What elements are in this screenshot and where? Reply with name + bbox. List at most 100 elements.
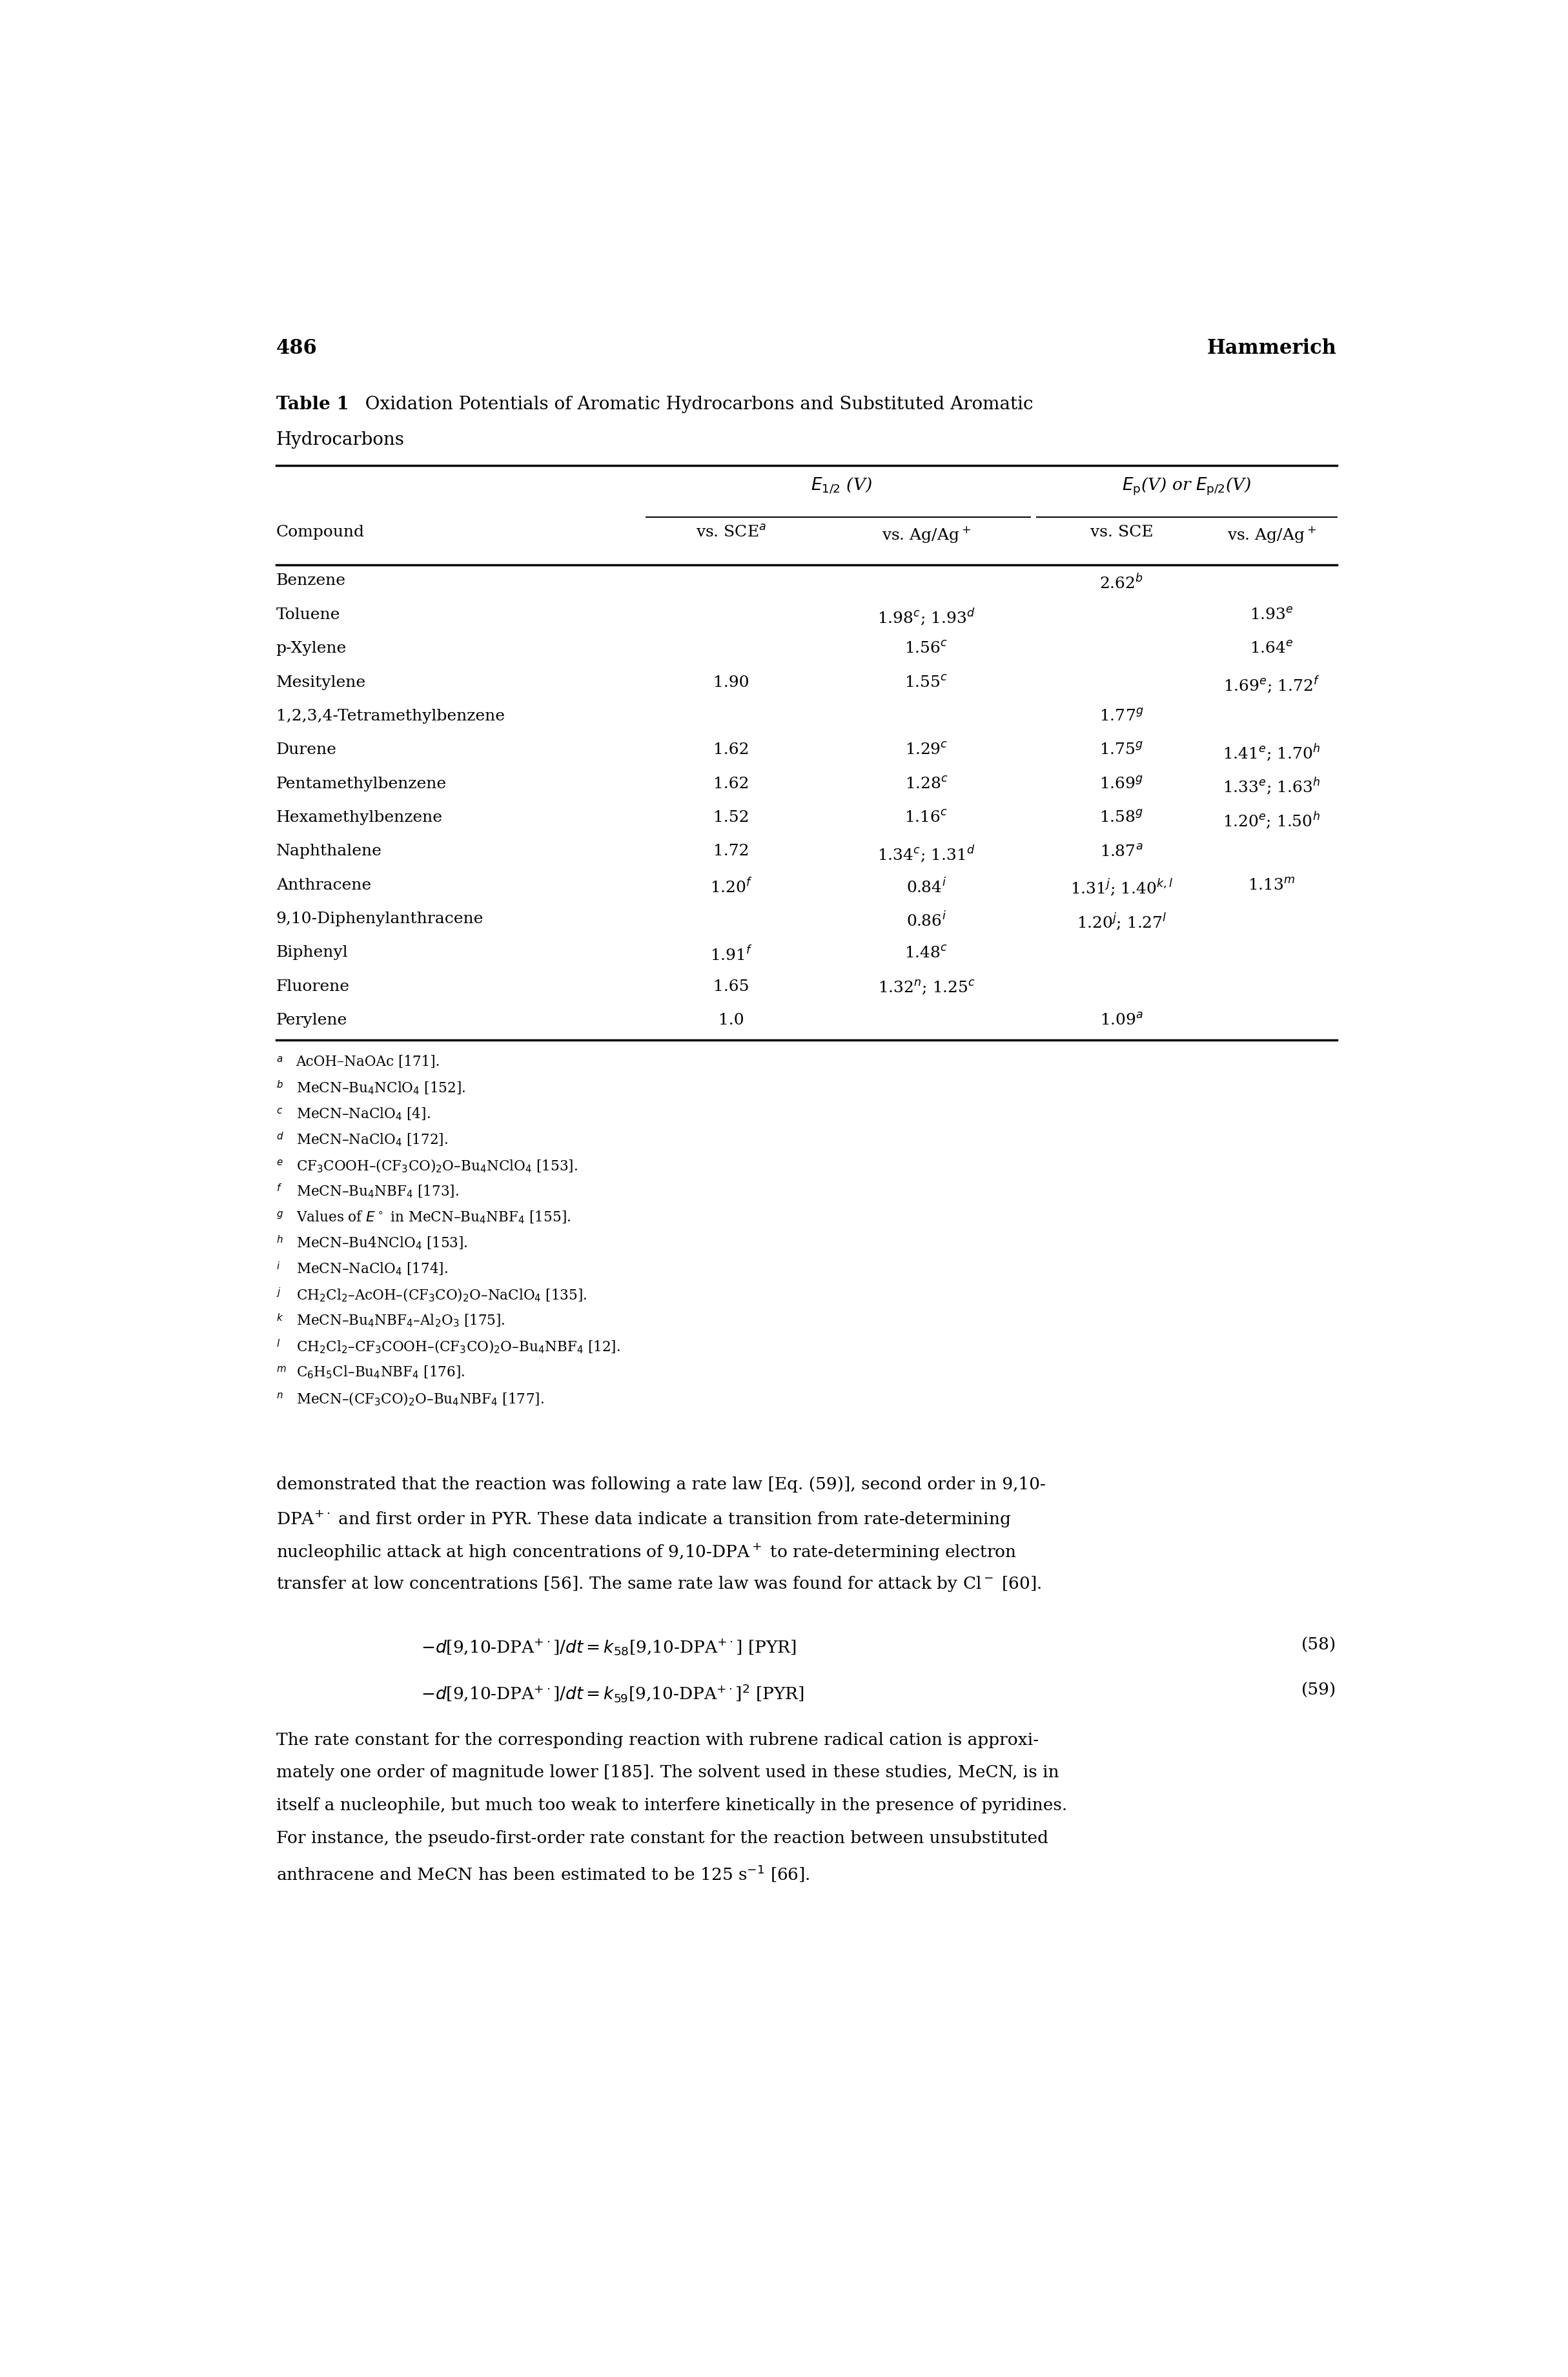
Text: MeCN–NaClO$_4$ [174].: MeCN–NaClO$_4$ [174]. bbox=[296, 1262, 448, 1276]
Text: $^{e}$: $^{e}$ bbox=[276, 1158, 282, 1172]
Text: 1.16$^c$: 1.16$^c$ bbox=[905, 811, 949, 825]
Text: 1,2,3,4-Tetramethylbenzene: 1,2,3,4-Tetramethylbenzene bbox=[276, 708, 505, 723]
Text: Pentamethylbenzene: Pentamethylbenzene bbox=[276, 777, 447, 792]
Text: MeCN–Bu$_4$NBF$_4$–Al$_2$O$_3$ [175].: MeCN–Bu$_4$NBF$_4$–Al$_2$O$_3$ [175]. bbox=[296, 1312, 505, 1329]
Text: 1.09$^a$: 1.09$^a$ bbox=[1099, 1013, 1143, 1029]
Text: vs. Ag/Ag$^+$: vs. Ag/Ag$^+$ bbox=[1228, 525, 1316, 544]
Text: CH$_2$Cl$_2$–CF$_3$COOH–(CF$_3$CO)$_2$O–Bu$_4$NBF$_4$ [12].: CH$_2$Cl$_2$–CF$_3$COOH–(CF$_3$CO)$_2$O–… bbox=[296, 1338, 619, 1355]
Text: MeCN–Bu$_4$NClO$_4$ [152].: MeCN–Bu$_4$NClO$_4$ [152]. bbox=[296, 1082, 466, 1096]
Text: 1.77$^g$: 1.77$^g$ bbox=[1099, 708, 1143, 725]
Text: MeCN–Bu4NClO$_4$ [153].: MeCN–Bu4NClO$_4$ [153]. bbox=[296, 1236, 467, 1250]
Text: 1.62: 1.62 bbox=[713, 742, 750, 758]
Text: CF$_3$COOH–(CF$_3$CO)$_2$O–Bu$_4$NClO$_4$ [153].: CF$_3$COOH–(CF$_3$CO)$_2$O–Bu$_4$NClO$_4… bbox=[296, 1158, 577, 1174]
Text: Table 1: Table 1 bbox=[276, 395, 348, 414]
Text: nucleophilic attack at high concentrations of 9,10-DPA$^+$ to rate-determining e: nucleophilic attack at high concentratio… bbox=[276, 1543, 1016, 1562]
Text: Perylene: Perylene bbox=[276, 1013, 347, 1027]
Text: vs. SCE$^a$: vs. SCE$^a$ bbox=[696, 525, 767, 540]
Text: 0.84$^i$: 0.84$^i$ bbox=[906, 877, 947, 896]
Text: $^{g}$: $^{g}$ bbox=[276, 1210, 284, 1224]
Text: DPA$^{+\cdot}$ and first order in PYR. These data indicate a transition from rat: DPA$^{+\cdot}$ and first order in PYR. T… bbox=[276, 1509, 1011, 1528]
Text: 1.93$^e$: 1.93$^e$ bbox=[1250, 609, 1294, 623]
Text: 1.69$^e$; 1.72$^f$: 1.69$^e$; 1.72$^f$ bbox=[1223, 675, 1320, 696]
Text: For instance, the pseudo-first-order rate constant for the reaction between unsu: For instance, the pseudo-first-order rat… bbox=[276, 1830, 1047, 1847]
Text: 1.41$^e$; 1.70$^h$: 1.41$^e$; 1.70$^h$ bbox=[1223, 742, 1320, 763]
Text: $^{l}$: $^{l}$ bbox=[276, 1338, 281, 1353]
Text: anthracene and MeCN has been estimated to be 125 s$^{-1}$ [66].: anthracene and MeCN has been estimated t… bbox=[276, 1864, 809, 1883]
Text: $^{c}$: $^{c}$ bbox=[276, 1105, 282, 1120]
Text: $E_{1/2}$ (V): $E_{1/2}$ (V) bbox=[811, 475, 872, 494]
Text: 1.62: 1.62 bbox=[713, 777, 750, 792]
Text: Compound: Compound bbox=[276, 525, 364, 540]
Text: MeCN–NaClO$_4$ [172].: MeCN–NaClO$_4$ [172]. bbox=[296, 1131, 448, 1148]
Text: The rate constant for the corresponding reaction with rubrene radical cation is : The rate constant for the corresponding … bbox=[276, 1733, 1038, 1747]
Text: MeCN–Bu$_4$NBF$_4$ [173].: MeCN–Bu$_4$NBF$_4$ [173]. bbox=[296, 1184, 459, 1200]
Text: $^{n}$: $^{n}$ bbox=[276, 1391, 282, 1405]
Text: $^{a}$: $^{a}$ bbox=[276, 1055, 282, 1070]
Text: Durene: Durene bbox=[276, 742, 337, 758]
Text: 1.91$^f$: 1.91$^f$ bbox=[710, 946, 753, 963]
Text: 1.58$^g$: 1.58$^g$ bbox=[1099, 811, 1143, 825]
Text: $E_{\rm p}$(V) or $E_{\rm p/2}$(V): $E_{\rm p}$(V) or $E_{\rm p/2}$(V) bbox=[1121, 475, 1251, 497]
Text: 2.62$^b$: 2.62$^b$ bbox=[1099, 573, 1143, 592]
Text: 1.48$^c$: 1.48$^c$ bbox=[905, 946, 949, 960]
Text: 486: 486 bbox=[276, 338, 317, 359]
Text: 1.72: 1.72 bbox=[713, 844, 750, 858]
Text: Biphenyl: Biphenyl bbox=[276, 946, 348, 960]
Text: $^{m}$: $^{m}$ bbox=[276, 1364, 287, 1379]
Text: 1.32$^n$; 1.25$^c$: 1.32$^n$; 1.25$^c$ bbox=[878, 979, 975, 996]
Text: $^{d}$: $^{d}$ bbox=[276, 1131, 284, 1146]
Text: 1.87$^a$: 1.87$^a$ bbox=[1101, 844, 1143, 860]
Text: Values of $E^\circ$ in MeCN–Bu$_4$NBF$_4$ [155].: Values of $E^\circ$ in MeCN–Bu$_4$NBF$_4… bbox=[296, 1210, 571, 1227]
Text: 1.13$^m$: 1.13$^m$ bbox=[1248, 877, 1295, 894]
Text: vs. Ag/Ag$^+$: vs. Ag/Ag$^+$ bbox=[881, 525, 971, 544]
Text: $^{j}$: $^{j}$ bbox=[276, 1288, 281, 1303]
Text: $^{k}$: $^{k}$ bbox=[276, 1312, 284, 1326]
Text: Hammerich: Hammerich bbox=[1207, 338, 1336, 359]
Text: 1.20$^e$; 1.50$^h$: 1.20$^e$; 1.50$^h$ bbox=[1223, 811, 1320, 830]
Text: 1.28$^c$: 1.28$^c$ bbox=[905, 777, 949, 792]
Text: Toluene: Toluene bbox=[276, 609, 340, 623]
Text: 1.33$^e$; 1.63$^h$: 1.33$^e$; 1.63$^h$ bbox=[1223, 777, 1320, 796]
Text: 1.0: 1.0 bbox=[718, 1013, 745, 1027]
Text: Naphthalene: Naphthalene bbox=[276, 844, 383, 858]
Text: 1.98$^c$; 1.93$^d$: 1.98$^c$; 1.93$^d$ bbox=[878, 609, 975, 628]
Text: Benzene: Benzene bbox=[276, 573, 347, 589]
Text: 1.55$^c$: 1.55$^c$ bbox=[905, 675, 949, 689]
Text: $^{h}$: $^{h}$ bbox=[276, 1236, 282, 1250]
Text: (58): (58) bbox=[1301, 1638, 1336, 1654]
Text: Hexamethylbenzene: Hexamethylbenzene bbox=[276, 811, 442, 825]
Text: $-d$[9,10-DPA$^{+\cdot}$]$/dt = k_{58}$[9,10-DPA$^{+\cdot}$] [PYR]: $-d$[9,10-DPA$^{+\cdot}$]$/dt = k_{58}$[… bbox=[422, 1638, 797, 1657]
Text: Hydrocarbons: Hydrocarbons bbox=[276, 430, 405, 449]
Text: 1.20$^j$; 1.27$^l$: 1.20$^j$; 1.27$^l$ bbox=[1077, 910, 1167, 932]
Text: C$_6$H$_5$Cl–Bu$_4$NBF$_4$ [176].: C$_6$H$_5$Cl–Bu$_4$NBF$_4$ [176]. bbox=[296, 1364, 464, 1381]
Text: Anthracene: Anthracene bbox=[276, 877, 372, 894]
Text: 1.75$^g$: 1.75$^g$ bbox=[1099, 742, 1143, 758]
Text: 1.20$^f$: 1.20$^f$ bbox=[710, 877, 753, 896]
Text: 1.52: 1.52 bbox=[713, 811, 750, 825]
Text: transfer at low concentrations [56]. The same rate law was found for attack by C: transfer at low concentrations [56]. The… bbox=[276, 1574, 1041, 1593]
Text: 1.29$^c$: 1.29$^c$ bbox=[905, 742, 947, 758]
Text: Mesitylene: Mesitylene bbox=[276, 675, 365, 689]
Text: 1.31$^j$; 1.40$^{k,l}$: 1.31$^j$; 1.40$^{k,l}$ bbox=[1069, 877, 1173, 899]
Text: (59): (59) bbox=[1301, 1683, 1336, 1697]
Text: MeCN–(CF$_3$CO)$_2$O–Bu$_4$NBF$_4$ [177].: MeCN–(CF$_3$CO)$_2$O–Bu$_4$NBF$_4$ [177]… bbox=[296, 1391, 544, 1407]
Text: AcOH–NaOAc [171].: AcOH–NaOAc [171]. bbox=[296, 1055, 441, 1070]
Text: CH$_2$Cl$_2$–AcOH–(CF$_3$CO)$_2$O–NaClO$_4$ [135].: CH$_2$Cl$_2$–AcOH–(CF$_3$CO)$_2$O–NaClO$… bbox=[296, 1288, 586, 1303]
Text: mately one order of magnitude lower [185]. The solvent used in these studies, Me: mately one order of magnitude lower [185… bbox=[276, 1764, 1058, 1780]
Text: $^{b}$: $^{b}$ bbox=[276, 1082, 284, 1096]
Text: $^{i}$: $^{i}$ bbox=[276, 1262, 281, 1276]
Text: 1.56$^c$: 1.56$^c$ bbox=[905, 642, 949, 656]
Text: 1.34$^c$; 1.31$^d$: 1.34$^c$; 1.31$^d$ bbox=[878, 844, 975, 865]
Text: 1.90: 1.90 bbox=[713, 675, 750, 689]
Text: 0.86$^i$: 0.86$^i$ bbox=[906, 910, 947, 929]
Text: 1.69$^g$: 1.69$^g$ bbox=[1099, 777, 1143, 792]
Text: p-Xylene: p-Xylene bbox=[276, 642, 347, 656]
Text: demonstrated that the reaction was following a rate law [Eq. (59)], second order: demonstrated that the reaction was follo… bbox=[276, 1476, 1046, 1493]
Text: 9,10-Diphenylanthracene: 9,10-Diphenylanthracene bbox=[276, 910, 483, 927]
Text: 1.65: 1.65 bbox=[713, 979, 750, 994]
Text: 1.64$^e$: 1.64$^e$ bbox=[1250, 642, 1294, 656]
Text: Fluorene: Fluorene bbox=[276, 979, 350, 994]
Text: itself a nucleophile, but much too weak to interfere kinetically in the presence: itself a nucleophile, but much too weak … bbox=[276, 1797, 1066, 1814]
Text: $-d$[9,10-DPA$^{+\cdot}$]$/dt = k_{59}$[9,10-DPA$^{+\cdot}$]$^2$ [PYR]: $-d$[9,10-DPA$^{+\cdot}$]$/dt = k_{59}$[… bbox=[422, 1683, 804, 1704]
Text: $^{f}$: $^{f}$ bbox=[276, 1184, 282, 1198]
